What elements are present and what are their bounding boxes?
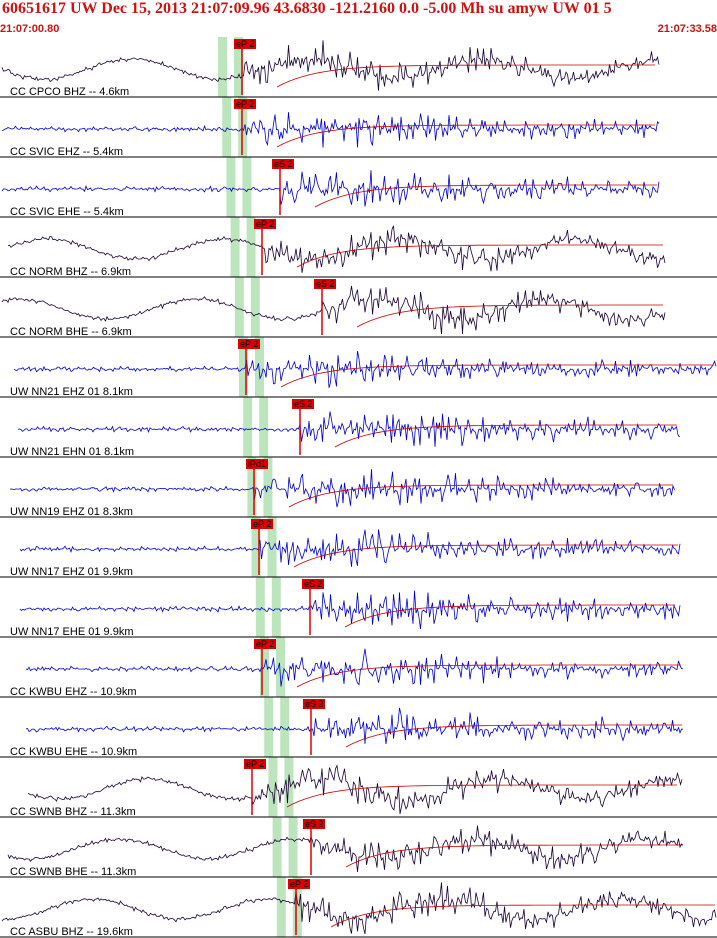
trace-label: UW NN21 EHN 01 8.1km bbox=[10, 446, 134, 458]
pick-label: eP 2 bbox=[253, 519, 271, 529]
trace-row: eS 2 CC SVIC EHE -- 5.4km bbox=[0, 159, 717, 218]
pick-marker[interactable] bbox=[303, 819, 325, 829]
pick-marker[interactable] bbox=[244, 759, 266, 769]
pick-label: eS 2 bbox=[305, 819, 324, 829]
pick-marker[interactable] bbox=[238, 339, 260, 349]
trace-label: CC SVIC EHE -- 5.4km bbox=[10, 206, 124, 218]
pick-label: eP 2 bbox=[236, 39, 254, 49]
pick-label: eS 2 bbox=[316, 279, 335, 289]
pick-label: iPd1 bbox=[248, 459, 266, 469]
trace-row: eS 2 UW NN21 EHN 01 8.1km bbox=[0, 399, 717, 458]
trace-row: eS 2 UW NN17 EHE 01 9.9km bbox=[0, 579, 717, 638]
trace-row: eP 2 CC SWNB BHZ -- 11.3km bbox=[0, 759, 717, 818]
pick-label: eP 2 bbox=[240, 339, 258, 349]
trace-label: CC SVIC EHZ -- 5.4km bbox=[10, 146, 123, 158]
trace-label: CC KWBU EHZ -- 10.9km bbox=[10, 686, 137, 698]
trace-label: CC ASBU BHZ -- 19.6km bbox=[10, 926, 133, 938]
trace-label: UW NN17 EHE 01 9.9km bbox=[10, 626, 133, 638]
trace-label: UW NN17 EHZ 01 9.9km bbox=[10, 566, 133, 578]
pick-marker[interactable] bbox=[246, 459, 268, 469]
trace-row: iPd1 UW NN19 EHZ 01 8.3km bbox=[0, 459, 717, 518]
trace-row: eP 2 UW NN21 EHZ 01 8.1km bbox=[0, 339, 717, 398]
trace-row: eS 2 CC NORM BHE -- 6.9km bbox=[0, 279, 717, 338]
pick-marker[interactable] bbox=[234, 39, 256, 49]
pick-label: eP 2 bbox=[236, 99, 254, 109]
trace-label: CC CPCO BHZ -- 4.6km bbox=[10, 86, 129, 98]
pick-marker[interactable] bbox=[303, 699, 325, 709]
start-time: 21:07:00.80 bbox=[0, 23, 60, 35]
trace-label: CC KWBU EHE -- 10.9km bbox=[10, 746, 137, 758]
header: 60651617 UW Dec 15, 2013 21:07:09.96 43.… bbox=[0, 0, 717, 37]
pick-marker[interactable] bbox=[302, 579, 324, 589]
pick-label: eS 2 bbox=[304, 579, 323, 589]
trace-row: eP 2 CC ASBU BHZ -- 19.6km bbox=[0, 879, 717, 938]
event-title: 60651617 UW Dec 15, 2013 21:07:09.96 43.… bbox=[2, 0, 612, 17]
pick-marker[interactable] bbox=[272, 159, 294, 169]
pick-marker[interactable] bbox=[254, 219, 276, 229]
seismogram-plot: eP 2 CC CPCO BHZ -- 4.6km eP 2 CC SVIC EHZ … bbox=[0, 37, 717, 938]
pick-label: eP 2 bbox=[290, 879, 308, 889]
trace-label: UW NN21 EHZ 01 8.1km bbox=[10, 386, 133, 398]
trace-row: eP 2 UW NN17 EHZ 01 9.9km bbox=[0, 519, 717, 578]
trace-list: eP 2 CC CPCO BHZ -- 4.6km eP 2 CC SVIC EHZ … bbox=[0, 39, 717, 938]
pick-marker[interactable] bbox=[288, 879, 310, 889]
pick-label: eS 2 bbox=[305, 699, 324, 709]
trace-row: eP 2 CC SVIC EHZ -- 5.4km bbox=[0, 99, 717, 158]
trace-label: CC NORM BHE -- 6.9km bbox=[10, 326, 132, 338]
pick-label: eS 2 bbox=[274, 159, 293, 169]
trace-label: UW NN19 EHZ 01 8.3km bbox=[10, 506, 133, 518]
trace-row: eS 2 CC KWBU EHE -- 10.9km bbox=[0, 699, 717, 758]
pick-label: eP 2 bbox=[256, 639, 274, 649]
trace-label: CC SWNB BHZ -- 11.3km bbox=[10, 806, 136, 818]
pick-label: eP 2 bbox=[246, 759, 264, 769]
trace-label: CC NORM BHZ -- 6.9km bbox=[10, 266, 131, 278]
trace-label: CC SWNB BHE -- 11.3km bbox=[10, 866, 136, 878]
trace-row: eP 2 CC CPCO BHZ -- 4.6km bbox=[0, 39, 717, 98]
pick-marker[interactable] bbox=[292, 399, 314, 409]
pick-marker[interactable] bbox=[251, 519, 273, 529]
pick-marker[interactable] bbox=[234, 99, 256, 109]
trace-row: eS 2 CC SWNB BHE -- 11.3km bbox=[0, 819, 717, 878]
pick-marker[interactable] bbox=[314, 279, 336, 289]
trace-row: eP 2 CC KWBU EHZ -- 10.9km bbox=[0, 639, 717, 698]
pick-label: eP 2 bbox=[256, 219, 274, 229]
pick-label: eS 2 bbox=[294, 399, 313, 409]
trace-row: eP 2 CC NORM BHZ -- 6.9km bbox=[0, 219, 717, 278]
end-time: 21:07:33.58 bbox=[657, 23, 717, 35]
pick-marker[interactable] bbox=[254, 639, 276, 649]
